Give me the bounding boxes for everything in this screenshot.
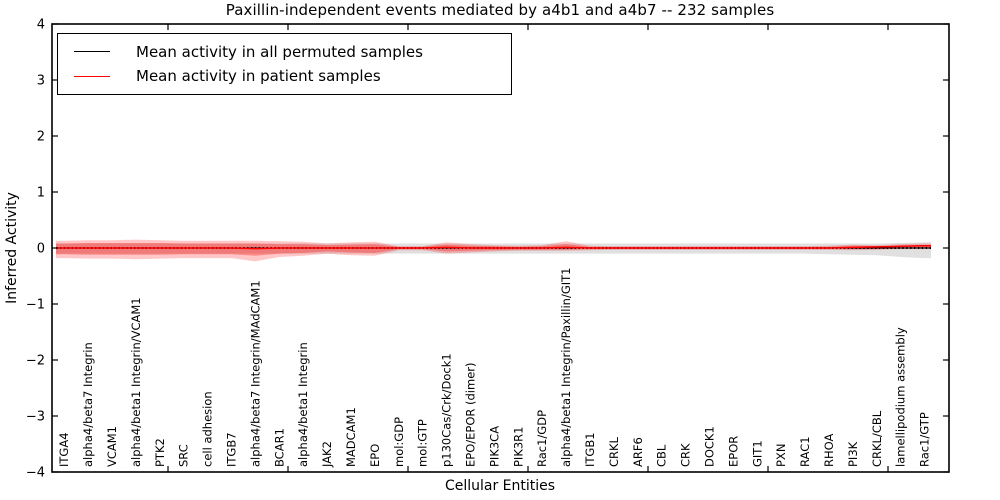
x-category-label: MADCAM1 — [344, 407, 358, 467]
x-category-label: alpha4/beta1 Integrin/Paxillin/GIT1 — [559, 268, 573, 467]
x-category-label: CRK — [679, 443, 693, 467]
x-category-label: PIK3R1 — [511, 427, 525, 468]
y-tick-label: 2 — [37, 130, 45, 145]
confidence-bands — [56, 239, 931, 262]
x-category-label: JAK2 — [320, 441, 334, 468]
x-category-label: mol:GDP — [392, 417, 406, 467]
x-category-label: GIT1 — [750, 440, 764, 467]
patient-mean-line — [56, 245, 931, 250]
x-category-label: EPO/EPOR (dimer) — [464, 363, 478, 468]
x-category-label: ITGB1 — [583, 432, 597, 467]
chart-title: Paxillin-independent events mediated by … — [225, 1, 775, 19]
red-line-swatch-icon — [74, 75, 110, 77]
y-axis-title: Inferred Activity — [4, 192, 20, 304]
x-category-label: mol:GTP — [416, 419, 430, 467]
x-category-label: CBL — [655, 444, 669, 467]
x-category-label: p130Cas/Crk/Dock1 — [440, 353, 454, 467]
x-category-label: RHOA — [822, 434, 836, 467]
black-line-swatch-icon — [74, 51, 110, 53]
x-category-label: RAC1 — [798, 436, 812, 467]
x-category-label: CRKL — [607, 436, 621, 467]
x-category-label: PIK3CA — [487, 426, 501, 467]
x-category-label: VCAM1 — [105, 426, 119, 467]
x-category-label: PI3K — [846, 441, 860, 467]
x-category-label: alpha4/beta7 Integrin/MAdCAM1 — [248, 280, 262, 467]
y-tick-labels: 4 3 2 1 0 −1 −2 −3 −4 — [26, 18, 45, 481]
x-axis-ticks — [167, 24, 889, 472]
x-axis-title: Cellular Entities — [444, 478, 556, 494]
x-category-label: EPO — [368, 444, 382, 467]
legend-item-permuted: Mean activity in all permuted samples — [74, 43, 501, 61]
x-category-label: Rac1/GDP — [535, 410, 549, 467]
x-category-label: ARF6 — [631, 437, 645, 467]
x-category-label: alpha4/beta7 Integrin — [81, 342, 95, 467]
x-category-label: ITGA4 — [57, 432, 71, 467]
legend-item-patient: Mean activity in patient samples — [74, 67, 501, 85]
x-category-label: EPOR — [726, 436, 740, 467]
y-tick-label: 0 — [37, 242, 45, 257]
y-tick-label: 4 — [37, 18, 45, 33]
x-category-labels: ITGA4 alpha4/beta7 Integrin VCAM1 alpha4/be… — [57, 268, 931, 468]
mean-lines — [56, 245, 931, 250]
band-patient-sample-inner-band — [56, 243, 931, 256]
y-tick-label: −3 — [26, 410, 45, 425]
x-category-label: PXN — [774, 444, 788, 467]
x-category-label: ITGB7 — [225, 432, 239, 467]
y-tick-label: 1 — [37, 186, 45, 201]
x-category-label: SRC — [177, 444, 191, 467]
x-category-label: BCAR1 — [272, 428, 286, 467]
x-category-label: lamellipodium assembly — [894, 327, 908, 467]
y-tick-label: 3 — [37, 74, 45, 89]
band-permuted-sample-range — [56, 242, 931, 259]
legend: Mean activity in all permuted samples Me… — [57, 33, 512, 95]
x-category-label: alpha4/beta1 Integrin/VCAM1 — [129, 297, 143, 467]
x-category-label: alpha4/beta1 Integrin — [296, 342, 310, 467]
y-tick-label: −2 — [26, 354, 45, 369]
x-category-label: cell adhesion — [201, 391, 215, 467]
y-axis-ticks — [52, 23, 949, 473]
legend-label-permuted: Mean activity in all permuted samples — [136, 42, 423, 61]
x-category-label: DOCK1 — [703, 426, 717, 467]
x-category-label: PTK2 — [153, 438, 167, 467]
y-tick-label: −1 — [26, 298, 45, 313]
x-category-label: CRKL/CBL — [870, 410, 884, 467]
y-tick-label: −4 — [26, 466, 45, 481]
legend-label-patient: Mean activity in patient samples — [136, 67, 381, 86]
x-category-label: Rac1/GTP — [918, 412, 932, 467]
band-patient-sample-outer-band — [56, 239, 931, 262]
